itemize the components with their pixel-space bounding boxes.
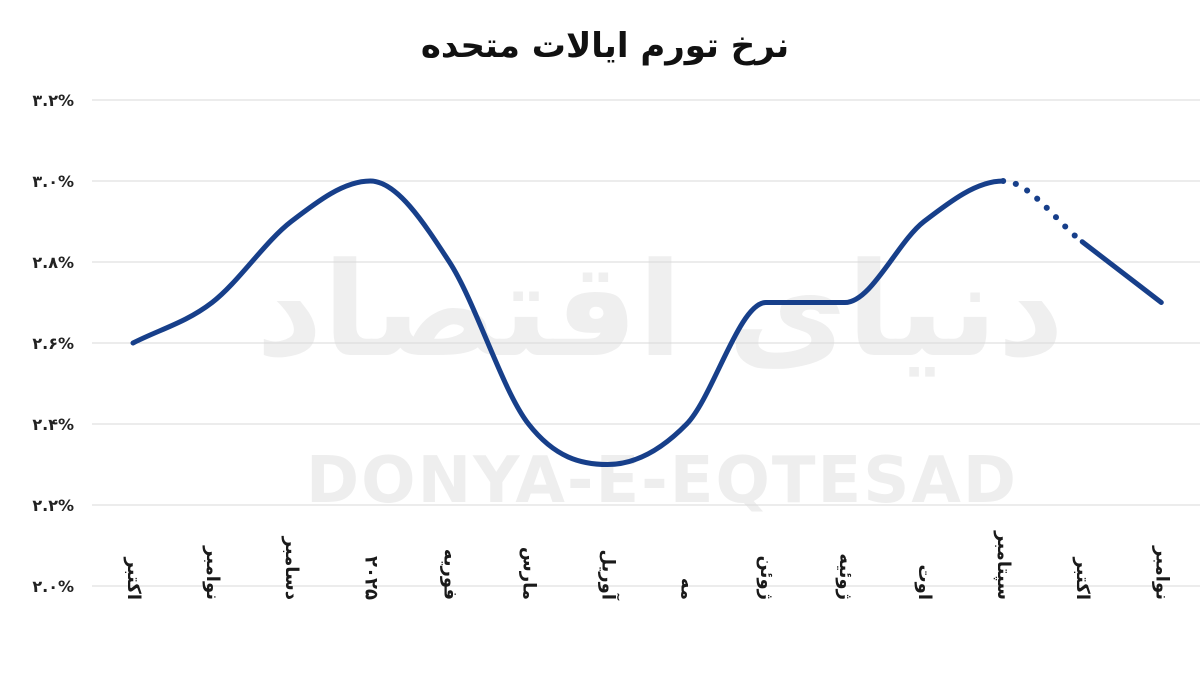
- x-tick-label: اکتبر: [123, 556, 144, 600]
- x-tick-label: ۲۰۲۵: [360, 556, 381, 600]
- y-tick-label: ۲.۸%: [32, 253, 74, 272]
- watermark-latin: DONYA-E-EQTESAD: [306, 444, 1018, 518]
- y-tick-label: ۲.۰%: [32, 577, 74, 596]
- x-tick-label: آوریل: [598, 549, 621, 600]
- x-tick-label: دسامبر: [281, 536, 302, 600]
- series-line-latest: [1079, 239, 1164, 305]
- data-point: [1080, 239, 1085, 244]
- y-tick-label: ۳.۰%: [32, 172, 74, 191]
- x-tick-label: نوامبر: [1151, 545, 1172, 600]
- y-tick-label: ۲.۴%: [32, 415, 74, 434]
- series-line: [130, 178, 1164, 468]
- x-tick-label: ژوئن: [756, 555, 777, 600]
- x-tick-label: مارس: [519, 547, 540, 600]
- data-point: [1159, 300, 1164, 305]
- x-tick-label: مه: [677, 578, 698, 600]
- y-axis: ۳.۲% ۳.۰% ۲.۸% ۲.۶% ۲.۴% ۲.۲% ۲.۰%: [32, 91, 74, 596]
- y-tick-label: ۲.۶%: [32, 334, 74, 353]
- data-point: [526, 422, 531, 426]
- data-point: [131, 341, 135, 345]
- grid-lines: [92, 99, 1200, 587]
- data-point: [763, 300, 768, 305]
- x-tick-label: اوت: [914, 565, 935, 600]
- data-point: [210, 300, 215, 305]
- x-tick-label: ژوئیه: [835, 553, 856, 600]
- data-point: [289, 219, 294, 224]
- x-tick-label: اکتبر: [1072, 556, 1093, 600]
- x-tick-label: فوریه: [439, 549, 460, 600]
- chart-title: نرخ تورم ایالات متحده: [421, 26, 789, 66]
- y-tick-label: ۳.۲%: [32, 91, 74, 110]
- data-point: [1001, 179, 1006, 183]
- series-line-dotted: [1000, 178, 1086, 245]
- y-tick-label: ۲.۲%: [32, 496, 74, 515]
- data-point: [605, 462, 610, 467]
- data-point: [842, 300, 847, 305]
- x-tick-label: سپتامبر: [993, 530, 1014, 600]
- data-point: [684, 422, 689, 426]
- data-point: [447, 260, 452, 264]
- x-tick-label: نوامبر: [202, 545, 223, 600]
- watermark-persian: دنیای اقتصاد: [256, 234, 1064, 386]
- data-point: [922, 219, 926, 224]
- x-axis: اکتبر نوامبر دسامبر ۲۰۲۵ فوریه مارس آوریل مه ژوئ…: [123, 530, 1172, 601]
- data-point: [368, 179, 373, 183]
